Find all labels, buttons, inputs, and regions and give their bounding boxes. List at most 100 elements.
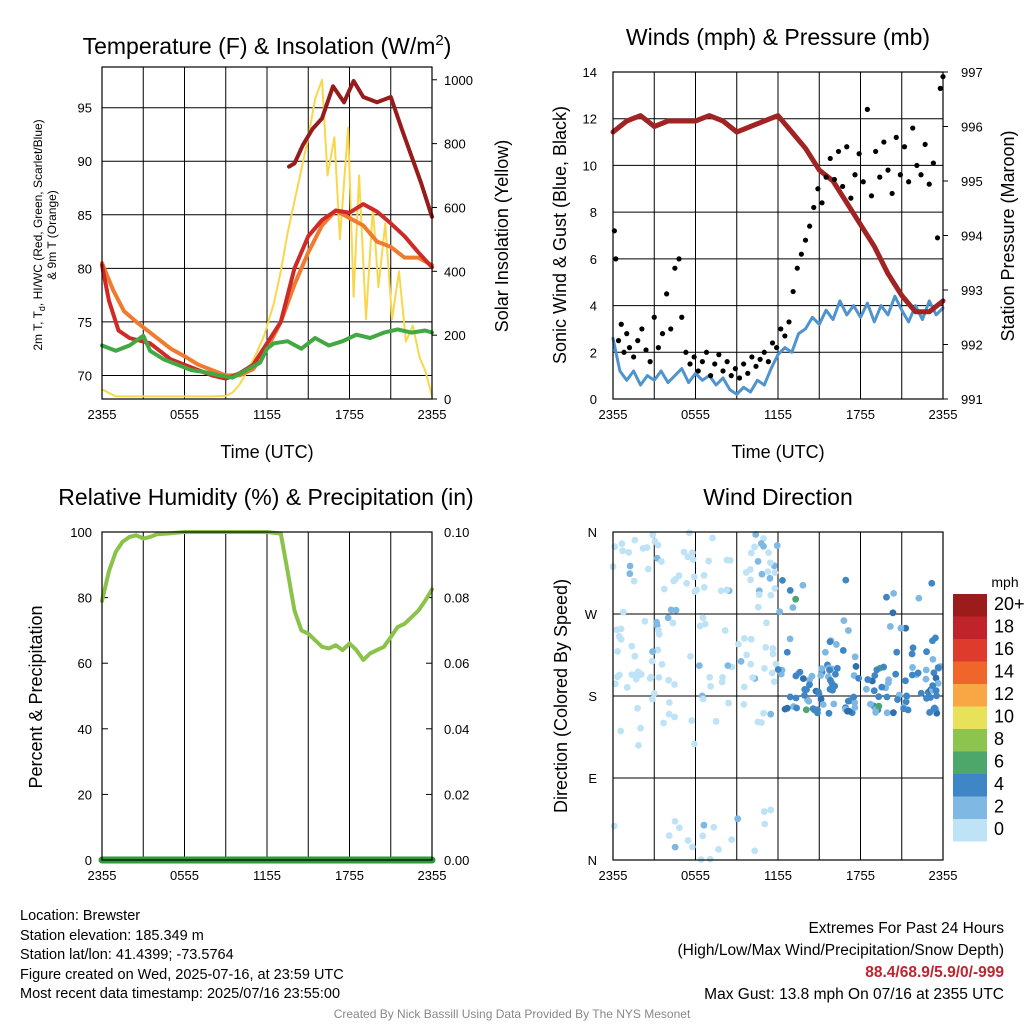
- wind-direction-point: [631, 652, 639, 660]
- wind-direction-point: [862, 685, 870, 693]
- credit-text: Created By Nick Bassill Using Data Provi…: [333, 1007, 691, 1021]
- wind-direction-point: [752, 531, 760, 538]
- gust-point: [765, 359, 771, 365]
- y-right-tick-label: 200: [444, 328, 466, 343]
- gust-point: [647, 359, 653, 365]
- wind-direction-point: [628, 642, 636, 650]
- x-tick-label: 1155: [764, 868, 792, 883]
- gust-point: [930, 160, 936, 166]
- wind-direction-point: [680, 548, 688, 556]
- gust-point: [864, 106, 870, 112]
- humidity-line: [100, 530, 434, 662]
- wind-direction-point: [709, 534, 716, 542]
- gust-point: [695, 368, 701, 374]
- gust-point: [782, 333, 788, 339]
- wind-direction-point: [715, 846, 722, 853]
- wind-direction-point: [758, 570, 766, 578]
- wind-direction-point: [762, 643, 770, 651]
- wind-direction-point: [779, 576, 786, 584]
- wind-direction-point: [909, 664, 916, 671]
- wind-direction-point: [786, 635, 794, 643]
- wind-direction-point: [664, 614, 672, 622]
- gust-point: [769, 340, 776, 346]
- gust-point: [852, 172, 858, 178]
- wind-direction-point: [875, 693, 883, 701]
- wind-direction-point: [842, 576, 850, 584]
- legend-label: 12: [994, 684, 1014, 704]
- wind-direction-point: [792, 595, 800, 603]
- legend-label: 18: [994, 617, 1014, 637]
- y-left-tick-label: 8: [590, 205, 597, 220]
- temperature-ylabel-line2: & 9m T (Orange): [45, 190, 59, 280]
- wind-direction-point: [700, 821, 708, 829]
- y-left-tick-label: 75: [78, 315, 92, 330]
- y-direction-tick-label: W: [585, 607, 598, 622]
- wind-direction-point: [654, 646, 662, 654]
- y-right-tick-label: 600: [444, 200, 466, 215]
- x-tick-label: 0555: [681, 407, 710, 422]
- wind-direction-point: [688, 717, 696, 725]
- wind-direction-point: [665, 676, 673, 684]
- wind-direction-point: [923, 648, 930, 656]
- elevation-text: Station elevation: 185.349 m: [20, 927, 204, 944]
- wind-direction-point: [626, 562, 634, 570]
- gust-point: [643, 347, 649, 353]
- wind-direction-point: [767, 710, 775, 718]
- temperature-title: Temperature (F) & Insolation (W/m2): [83, 32, 452, 59]
- wind-direction-point: [689, 549, 696, 557]
- gust-point: [823, 174, 829, 180]
- y-right-tick-label: 0.08: [444, 591, 469, 606]
- gust-point: [720, 368, 726, 374]
- wind-direction-point: [639, 545, 647, 552]
- wind-direction-point: [669, 619, 677, 627]
- wind-direction-point: [757, 540, 765, 547]
- gust-point: [651, 314, 657, 320]
- wind-direction-point: [875, 702, 883, 710]
- gust-point: [889, 190, 895, 197]
- wind-direction-point: [817, 695, 825, 703]
- wind-direction-title: Wind Direction: [703, 484, 853, 510]
- gust-point: [815, 186, 821, 192]
- wind-direction-plot-frame: [612, 531, 944, 861]
- gust-point: [906, 179, 912, 185]
- gust-point: [716, 352, 722, 358]
- wind-direction-point: [929, 656, 937, 663]
- legend-swatch: [953, 751, 987, 774]
- gust-point: [618, 321, 624, 327]
- y-left-tick-label: 60: [78, 656, 92, 671]
- wind-direction-point: [749, 674, 757, 681]
- humidity-panel: Relative Humidity (%) & Precipitation (i…: [26, 484, 474, 883]
- x-tick-label: 2355: [599, 407, 628, 422]
- wind-direction-point: [902, 624, 910, 632]
- wind-direction-point: [897, 624, 905, 632]
- gust-point: [778, 326, 784, 332]
- gust-point: [672, 265, 678, 271]
- legend-swatch: [953, 774, 987, 797]
- temperature-ylabel-right: Solar Insolation (Yellow): [492, 140, 512, 332]
- temperature-panel: Temperature (F) & Insolation (W/m2) Time…: [31, 32, 512, 462]
- y-right-tick-label: 0.06: [444, 656, 469, 671]
- wind-direction-point: [889, 609, 897, 617]
- wind-direction-point: [688, 843, 696, 851]
- wind-direction-point: [766, 559, 774, 567]
- location-text: Location: Brewster: [20, 908, 141, 924]
- wind-direction-point: [690, 573, 698, 581]
- gust-point: [687, 361, 693, 367]
- gust-point: [901, 144, 908, 150]
- winds-xlabel: Time (UTC): [731, 442, 824, 462]
- legend-swatch: [953, 661, 987, 684]
- wind-direction-point: [883, 593, 890, 601]
- wind-direction-point: [671, 713, 678, 721]
- gust-point: [897, 172, 903, 178]
- gust-point: [757, 356, 763, 362]
- wind-direction-point: [786, 693, 794, 701]
- wind-direction-point: [829, 686, 836, 694]
- wind-direction-point: [751, 543, 758, 551]
- y-left-tick-label: 6: [590, 252, 597, 267]
- y-left-tick-label: 40: [78, 722, 92, 737]
- wind-direction-point: [832, 670, 839, 678]
- wind-direction-point: [617, 727, 625, 735]
- y-left-tick-label: 85: [78, 208, 92, 223]
- legend-label: 10: [994, 707, 1014, 727]
- wind-direction-point: [851, 704, 859, 711]
